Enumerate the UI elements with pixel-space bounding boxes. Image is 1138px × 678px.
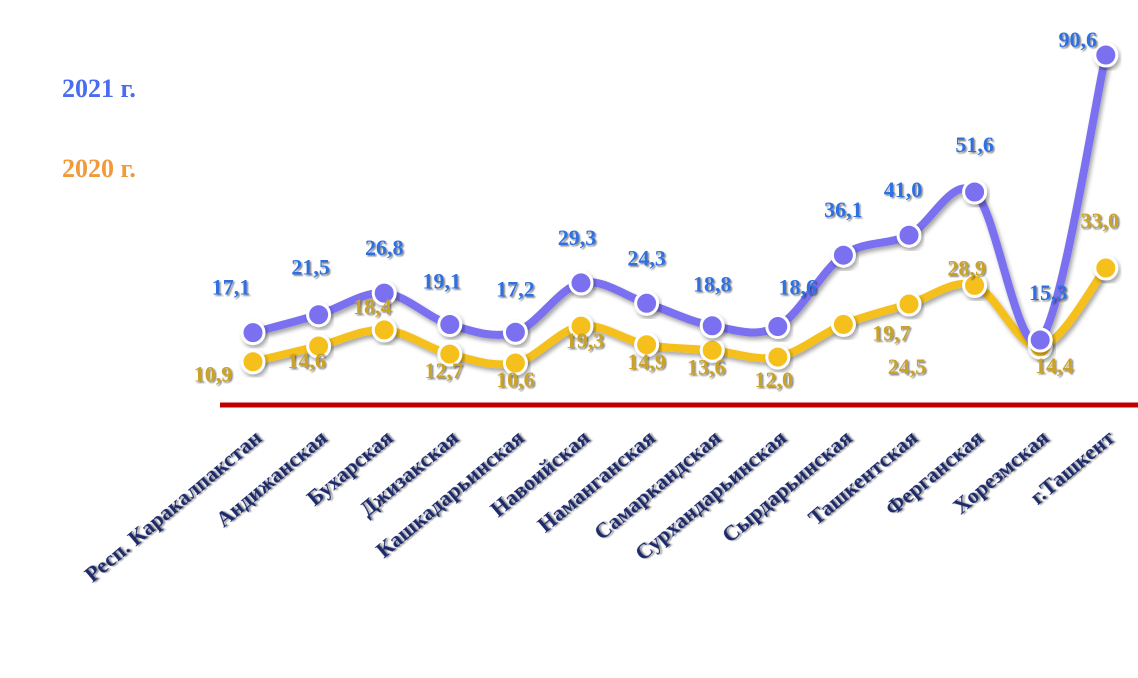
data-point-2020-1 [306,333,332,359]
data-label-2021-7: 18,8 [693,272,732,297]
data-label-2021-1: 21,5 [291,255,330,280]
data-label-2020-2: 18,4 [353,294,392,319]
data-label-2021-8: 18,6 [779,275,818,300]
data-label-2021-11: 51,6 [955,132,994,157]
data-point-2020-4 [502,350,528,376]
data-label-2021-0: 17,1 [212,275,251,300]
data-label-2020-11: 28,9 [947,255,986,280]
data-point-2020-5 [568,313,594,339]
data-label-2021-4: 17,2 [496,276,535,301]
data-label-2021-5: 29,3 [558,225,597,250]
data-point-2021-5 [568,270,594,296]
legend-2020: 2020 г. [62,154,136,183]
data-label-2020-8: 12,0 [755,367,794,392]
legend-2021: 2021 г. [62,74,136,103]
category-label-1: Андижанская [211,425,332,532]
data-point-2021-13 [1093,42,1119,68]
data-point-2021-0 [240,320,266,346]
data-point-2021-1 [306,302,332,328]
data-label-2021-2: 26,8 [365,235,404,260]
data-point-2020-0 [240,349,266,375]
data-point-2021-12 [1027,327,1053,353]
data-point-2021-3 [437,312,463,338]
data-point-2020-9 [830,311,856,337]
series-line-2021 [249,51,1110,347]
data-point-2020-13 [1093,255,1119,281]
data-label-2021-6: 24,3 [627,245,666,270]
data-label-2020-3: 12,7 [425,358,464,383]
data-point-2021-4 [502,319,528,345]
data-point-2020-8 [765,344,791,370]
data-point-2020-11 [962,272,988,298]
data-label-2020-6: 14,9 [627,349,666,374]
data-label-2021-12: 15,3 [1029,280,1068,305]
data-label-2020-1: 14,6 [287,348,326,373]
data-point-2021-7 [699,313,725,339]
data-point-2021-6 [634,290,660,316]
data-point-2020-6 [634,332,660,358]
data-label-2020-10: 24,5 [888,354,927,379]
data-point-2020-2 [371,317,397,343]
data-label-2020-7: 13,6 [687,354,726,379]
data-point-2021-2 [371,280,397,306]
data-label-2020-5: 19,3 [566,328,605,353]
data-point-2020-3 [437,341,463,367]
data-label-2021-10: 41,0 [884,177,923,202]
data-label-2021-13: 90,6 [1059,27,1098,52]
data-label-2020-12: 14,4 [1035,353,1074,378]
data-point-2020-7 [699,337,725,363]
data-label-2020-9: 19,7 [872,320,911,345]
data-label-2020-4: 10,6 [496,367,535,392]
data-point-2021-11 [962,179,988,205]
data-point-2021-10 [896,222,922,248]
data-label-2021-3: 19,1 [423,269,462,294]
data-point-2020-10 [896,291,922,317]
data-label-2020-0: 10,9 [194,362,233,387]
data-label-2020-13: 33,0 [1081,208,1120,233]
data-point-2021-8 [765,314,791,340]
data-point-2021-9 [830,242,856,268]
data-label-2021-9: 36,1 [824,197,863,222]
